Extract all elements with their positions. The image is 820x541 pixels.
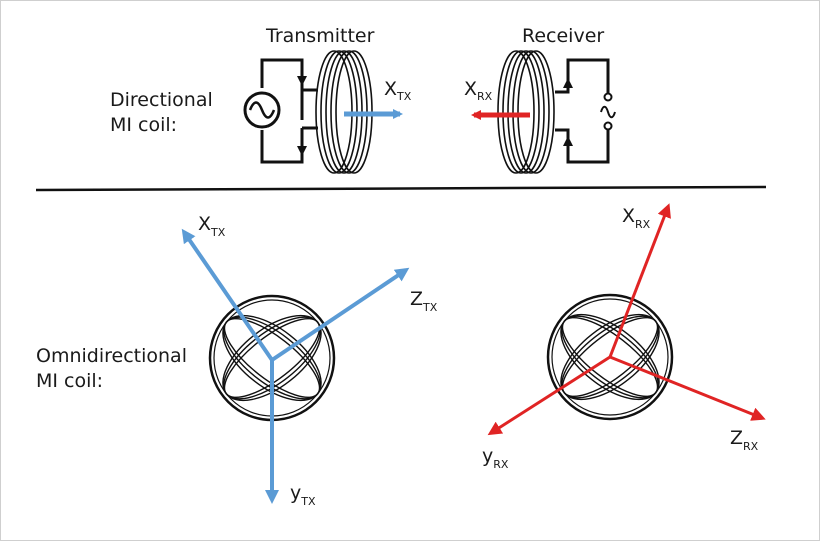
tx-z-axis-arrow	[270, 267, 410, 362]
tx-x-axis-arrow	[181, 228, 274, 362]
tx-x-axis-label: XTX	[198, 213, 226, 239]
tx-y-axis-label: yTX	[290, 482, 316, 508]
tx-axes	[181, 228, 410, 504]
rx-axes	[487, 203, 766, 436]
tx-current-arrow-up-icon	[297, 76, 307, 86]
tx-axis-label: XTX	[384, 78, 412, 103]
tx-z-axis-label: ZTX	[410, 288, 438, 314]
rx-current-arrow-down-icon	[563, 136, 573, 146]
receiver-coil-icon	[497, 50, 555, 174]
rx-z-axis-label: ZRX	[730, 427, 759, 453]
rx-x-axis-arrow	[608, 203, 671, 358]
rx-y-axis-label: yRX	[482, 445, 509, 471]
rx-z-axis-arrow	[609, 355, 766, 421]
omnidirectional-label-line1: Omnidirectional	[36, 345, 187, 367]
section-divider	[35, 185, 767, 192]
rx-y-axis-arrow	[487, 355, 611, 436]
directional-label-line2: MI coil:	[110, 114, 177, 136]
directional-label-line1: Directional	[110, 89, 213, 111]
transmitter-circuit	[260, 58, 318, 164]
transmitter-label: Transmitter	[265, 25, 375, 47]
rx-current-arrow-up-icon	[563, 78, 573, 88]
rx-axis-label: XRX	[464, 78, 493, 103]
ac-load-icon	[600, 92, 616, 131]
omnidirectional-label-line2: MI coil:	[36, 370, 103, 392]
ac-source-icon	[243, 91, 281, 129]
rx-omni-coil-icon	[546, 293, 674, 421]
receiver-circuit	[555, 58, 610, 164]
receiver-label: Receiver	[522, 25, 604, 47]
rx-x-axis-label: XRX	[622, 205, 651, 231]
tx-current-arrow-down-icon	[297, 146, 307, 156]
